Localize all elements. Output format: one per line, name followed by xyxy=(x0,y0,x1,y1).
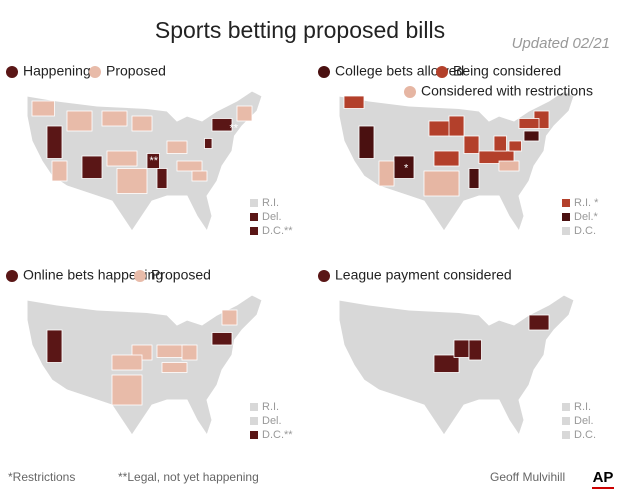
legend-swatch xyxy=(134,270,146,282)
small-state-swatch xyxy=(562,227,570,235)
legend-swatch xyxy=(6,66,18,78)
state-region xyxy=(106,150,138,167)
map-annotation: ** xyxy=(150,155,159,167)
logo-box xyxy=(588,466,618,490)
state-region xyxy=(423,170,460,197)
state-region xyxy=(211,118,233,132)
state-region xyxy=(66,110,93,132)
small-state-label: R.I. * xyxy=(574,197,599,209)
small-state-swatch xyxy=(250,431,258,439)
small-state-label: D.C. xyxy=(574,225,596,237)
small-state-label: R.I. xyxy=(262,401,279,413)
small-state-label: Del.* xyxy=(574,211,599,223)
state-region xyxy=(378,160,395,187)
state-region xyxy=(51,160,68,182)
state-region xyxy=(166,140,188,154)
small-state-label: D.C.** xyxy=(262,429,293,441)
small-state-swatch xyxy=(562,199,570,207)
state-region xyxy=(448,115,465,137)
credit: Geoff Mulvihill xyxy=(490,470,565,484)
small-state-swatch xyxy=(562,431,570,439)
legend-swatch xyxy=(318,270,330,282)
state-region xyxy=(146,153,160,169)
state-region xyxy=(191,170,208,182)
state-region xyxy=(468,339,482,361)
title: Sports betting proposed bills xyxy=(155,17,445,43)
state-region xyxy=(358,125,375,159)
state-region xyxy=(211,332,233,346)
small-state-swatch xyxy=(562,403,570,411)
state-region xyxy=(111,354,143,371)
legend-label: Proposed xyxy=(106,63,166,79)
state-region xyxy=(161,362,188,373)
legend-label: Being considered xyxy=(453,63,561,79)
state-region xyxy=(111,374,143,406)
state-region xyxy=(428,120,452,137)
state-region xyxy=(463,135,480,154)
small-state-swatch xyxy=(250,213,258,221)
legend-swatch xyxy=(89,66,101,78)
legend-swatch xyxy=(6,270,18,282)
state-region xyxy=(236,105,253,122)
small-state-swatch xyxy=(250,417,258,425)
us-map xyxy=(26,294,263,437)
small-state-swatch xyxy=(250,227,258,235)
logo: AP xyxy=(593,469,614,486)
small-state-swatch xyxy=(562,213,570,221)
legend-label: Online bets happening xyxy=(23,267,163,283)
state-region xyxy=(468,168,480,189)
small-state-label: Del. xyxy=(262,211,282,223)
small-state-swatch xyxy=(250,403,258,411)
state-region xyxy=(343,95,365,109)
state-region xyxy=(453,339,470,358)
legend-swatch xyxy=(436,66,448,78)
updated-date: Updated 02/21 xyxy=(512,35,610,52)
small-state-label: R.I. xyxy=(574,401,591,413)
state-region xyxy=(433,150,460,167)
legend-label: Happening xyxy=(23,63,91,79)
legend-label: College bets allowed xyxy=(335,63,464,79)
small-state-label: R.I. xyxy=(262,197,279,209)
state-region xyxy=(181,344,198,361)
legend-label: League payment considered xyxy=(335,267,512,283)
state-region xyxy=(433,354,460,373)
state-region xyxy=(131,115,153,132)
state-region xyxy=(508,140,522,152)
legend-swatch xyxy=(404,86,416,98)
state-region xyxy=(518,118,540,129)
state-region xyxy=(493,135,507,152)
state-region xyxy=(221,309,238,326)
state-region xyxy=(498,160,520,172)
small-state-label: Del. xyxy=(262,415,282,427)
state-region xyxy=(523,130,540,142)
small-state-swatch xyxy=(562,417,570,425)
state-region xyxy=(81,155,103,179)
state-region xyxy=(31,100,55,117)
legend-label: Considered with restrictions xyxy=(421,83,593,99)
small-state-label: D.C. xyxy=(574,429,596,441)
state-region xyxy=(46,125,63,159)
small-state-label: D.C.** xyxy=(262,225,293,237)
small-state-label: Del. xyxy=(574,415,594,427)
map-annotation: * xyxy=(547,140,552,152)
state-region xyxy=(101,110,128,127)
footnote: **Legal, not yet happening xyxy=(118,470,259,484)
state-region xyxy=(156,168,168,189)
map-annotation: ** xyxy=(230,122,239,134)
footnote: *Restrictions xyxy=(8,470,75,484)
map-annotation: * xyxy=(404,162,409,174)
small-state-swatch xyxy=(250,199,258,207)
state-region xyxy=(528,314,550,331)
state-region xyxy=(116,168,148,194)
state-region xyxy=(46,329,63,363)
legend-label: Proposed xyxy=(151,267,211,283)
state-region xyxy=(204,138,213,149)
state-region xyxy=(176,160,203,172)
legend-swatch xyxy=(318,66,330,78)
